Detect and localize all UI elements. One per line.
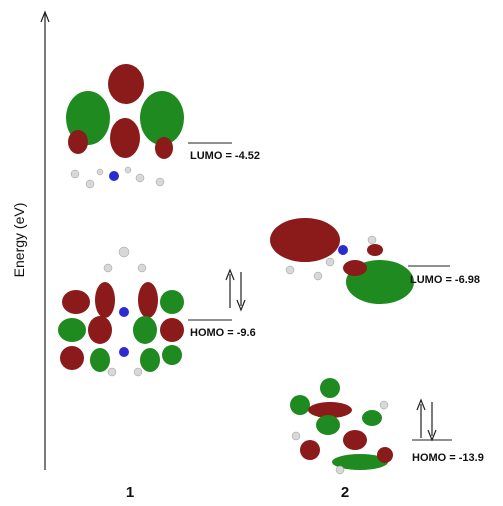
axis-label: Energy (eV) [11, 203, 27, 278]
level-label: LUMO = -6.98 [410, 274, 480, 286]
orbital-lumo-1 [66, 64, 184, 189]
molecule-label: 2 [341, 484, 349, 501]
level-label: LUMO = -4.52 [190, 150, 260, 162]
level-label: HOMO = -13.9 [412, 452, 484, 464]
level-label: HOMO = -9.6 [190, 327, 256, 339]
orbital-homo-1 [58, 246, 184, 377]
axis-arrow [40, 10, 50, 23]
orbital-lumo-2 [270, 218, 414, 304]
molecule-label: 1 [126, 484, 134, 501]
electron-pair [225, 268, 246, 312]
orbital-homo-2 [290, 378, 393, 475]
electron-pair [416, 398, 437, 442]
